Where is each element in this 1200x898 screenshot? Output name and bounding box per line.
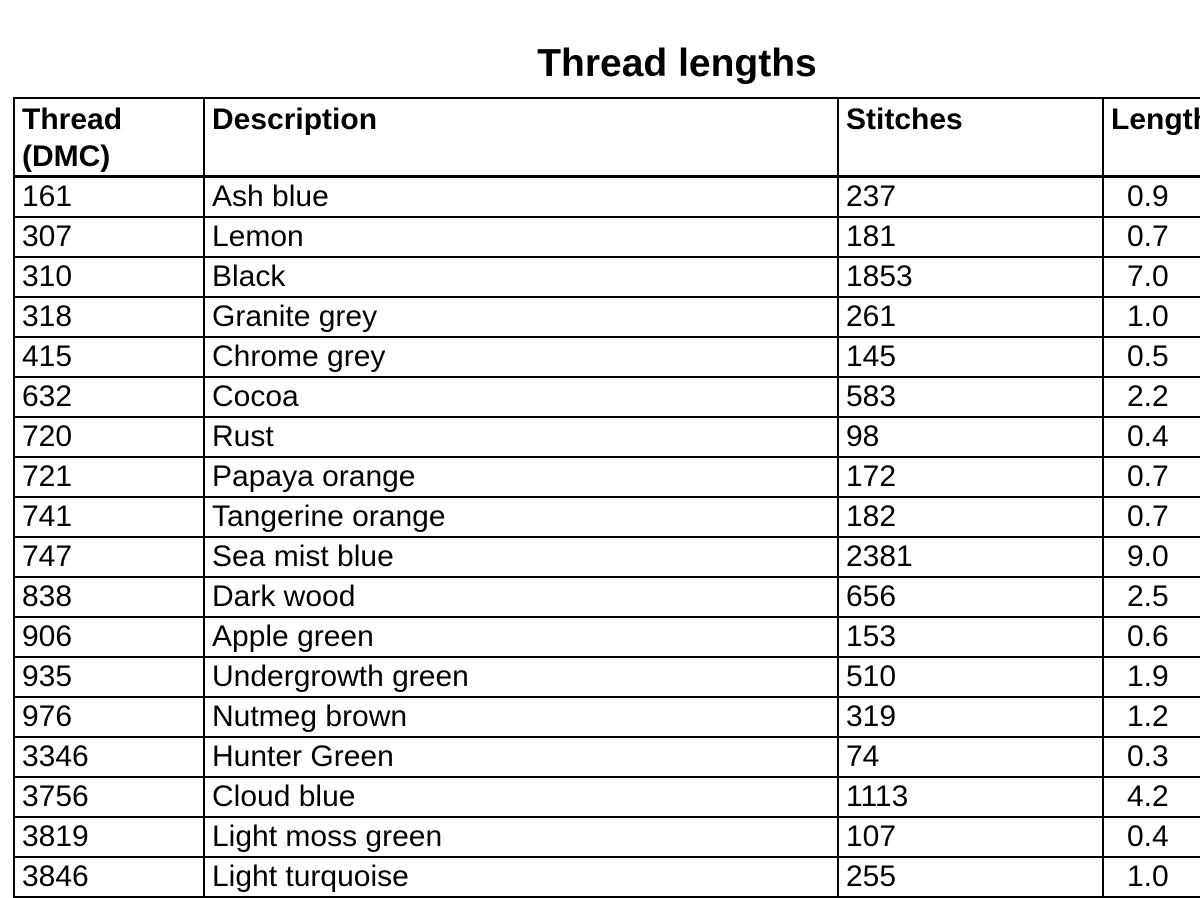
cell-length: 0.3 bbox=[1102, 736, 1200, 778]
cell-length: 1.2 bbox=[1102, 696, 1200, 738]
table-row: 307 Lemon 181 0.7 bbox=[13, 216, 1200, 258]
cell-thread: 632 bbox=[13, 376, 205, 418]
cell-thread: 3846 bbox=[13, 856, 205, 898]
cell-length: 0.6 bbox=[1102, 616, 1200, 658]
cell-stitches: 261 bbox=[837, 296, 1104, 338]
table-row: 976 Nutmeg brown 319 1.2 bbox=[13, 696, 1200, 738]
table-row: 3756 Cloud blue 1113 4.2 bbox=[13, 776, 1200, 818]
cell-thread: 3756 bbox=[13, 776, 205, 818]
table-row: 632 Cocoa 583 2.2 bbox=[13, 376, 1200, 418]
cell-length: 0.9 bbox=[1102, 175, 1200, 218]
table-row: 838 Dark wood 656 2.5 bbox=[13, 576, 1200, 618]
cell-thread: 307 bbox=[13, 216, 205, 258]
cell-stitches: 182 bbox=[837, 496, 1104, 538]
table-row: 720 Rust 98 0.4 bbox=[13, 416, 1200, 458]
table-row: 3346 Hunter Green 74 0.3 bbox=[13, 736, 1200, 778]
cell-length: 1.0 bbox=[1102, 856, 1200, 898]
cell-description: Lemon bbox=[203, 216, 839, 258]
cell-description: Hunter Green bbox=[203, 736, 839, 778]
thread-lengths-table: Thread (DMC) Description Stitches Length… bbox=[13, 97, 1200, 898]
cell-description: Tangerine orange bbox=[203, 496, 839, 538]
cell-length: 0.5 bbox=[1102, 336, 1200, 378]
cell-stitches: 583 bbox=[837, 376, 1104, 418]
cell-thread: 976 bbox=[13, 696, 205, 738]
cell-stitches: 319 bbox=[837, 696, 1104, 738]
header-thread-dmc: Thread (DMC) bbox=[13, 97, 205, 178]
cell-thread: 415 bbox=[13, 336, 205, 378]
table-header: Thread (DMC) Description Stitches Length… bbox=[13, 97, 1200, 178]
table-row: 3819 Light moss green 107 0.4 bbox=[13, 816, 1200, 858]
table-row: 310 Black 1853 7.0 bbox=[13, 256, 1200, 298]
cell-length: 2.2 bbox=[1102, 376, 1200, 418]
cell-thread: 906 bbox=[13, 616, 205, 658]
cell-stitches: 237 bbox=[837, 175, 1104, 218]
cell-thread: 310 bbox=[13, 256, 205, 298]
cell-stitches: 1113 bbox=[837, 776, 1104, 818]
cell-description: Dark wood bbox=[203, 576, 839, 618]
cell-stitches: 98 bbox=[837, 416, 1104, 458]
cell-description: Granite grey bbox=[203, 296, 839, 338]
cell-length: 0.7 bbox=[1102, 496, 1200, 538]
cell-stitches: 181 bbox=[837, 216, 1104, 258]
table-row: 318 Granite grey 261 1.0 bbox=[13, 296, 1200, 338]
cell-stitches: 145 bbox=[837, 336, 1104, 378]
cell-thread: 3819 bbox=[13, 816, 205, 858]
cell-description: Undergrowth green bbox=[203, 656, 839, 698]
cell-thread: 3346 bbox=[13, 736, 205, 778]
cell-length: 1.9 bbox=[1102, 656, 1200, 698]
cell-description: Papaya orange bbox=[203, 456, 839, 498]
cell-description: Cocoa bbox=[203, 376, 839, 418]
cell-description: Black bbox=[203, 256, 839, 298]
cell-stitches: 1853 bbox=[837, 256, 1104, 298]
cell-description: Sea mist blue bbox=[203, 536, 839, 578]
cell-description: Cloud blue bbox=[203, 776, 839, 818]
table-row: 161 Ash blue 237 0.9 bbox=[13, 175, 1200, 218]
cell-length: 7.0 bbox=[1102, 256, 1200, 298]
table-row: 721 Papaya orange 172 0.7 bbox=[13, 456, 1200, 498]
cell-description: Light moss green bbox=[203, 816, 839, 858]
cell-length: 0.4 bbox=[1102, 816, 1200, 858]
page-title: Thread lengths bbox=[537, 42, 817, 85]
cell-description: Rust bbox=[203, 416, 839, 458]
table-row: 935 Undergrowth green 510 1.9 bbox=[13, 656, 1200, 698]
header-length: Length (m) bbox=[1102, 97, 1200, 178]
cell-description: Ash blue bbox=[203, 175, 839, 218]
cell-thread: 318 bbox=[13, 296, 205, 338]
header-row: Thread (DMC) Description Stitches Length… bbox=[13, 97, 1200, 178]
table-row: 741 Tangerine orange 182 0.7 bbox=[13, 496, 1200, 538]
cell-description: Light turquoise bbox=[203, 856, 839, 898]
cell-stitches: 172 bbox=[837, 456, 1104, 498]
header-description: Description bbox=[203, 97, 839, 178]
cell-stitches: 510 bbox=[837, 656, 1104, 698]
cell-thread: 741 bbox=[13, 496, 205, 538]
cell-stitches: 255 bbox=[837, 856, 1104, 898]
table-row: 747 Sea mist blue 2381 9.0 bbox=[13, 536, 1200, 578]
cell-stitches: 656 bbox=[837, 576, 1104, 618]
cell-thread: 838 bbox=[13, 576, 205, 618]
cell-description: Apple green bbox=[203, 616, 839, 658]
cell-length: 0.7 bbox=[1102, 456, 1200, 498]
table-row: 415 Chrome grey 145 0.5 bbox=[13, 336, 1200, 378]
cell-thread: 721 bbox=[13, 456, 205, 498]
cell-stitches: 153 bbox=[837, 616, 1104, 658]
cell-stitches: 2381 bbox=[837, 536, 1104, 578]
table-body: 161 Ash blue 237 0.9 307 Lemon 181 0.7 310 Black 1… bbox=[13, 175, 1200, 898]
table-row: 906 Apple green 153 0.6 bbox=[13, 616, 1200, 658]
cell-stitches: 74 bbox=[837, 736, 1104, 778]
cell-description: Nutmeg brown bbox=[203, 696, 839, 738]
cell-length: 2.5 bbox=[1102, 576, 1200, 618]
cell-length: 1.0 bbox=[1102, 296, 1200, 338]
cell-length: 0.4 bbox=[1102, 416, 1200, 458]
header-stitches: Stitches bbox=[837, 97, 1104, 178]
table-row: 3846 Light turquoise 255 1.0 bbox=[13, 856, 1200, 898]
cell-stitches: 107 bbox=[837, 816, 1104, 858]
cell-length: 4.2 bbox=[1102, 776, 1200, 818]
cell-thread: 161 bbox=[13, 175, 205, 218]
cell-thread: 747 bbox=[13, 536, 205, 578]
cell-description: Chrome grey bbox=[203, 336, 839, 378]
cell-thread: 935 bbox=[13, 656, 205, 698]
cell-thread: 720 bbox=[13, 416, 205, 458]
cell-length: 0.7 bbox=[1102, 216, 1200, 258]
cell-length: 9.0 bbox=[1102, 536, 1200, 578]
